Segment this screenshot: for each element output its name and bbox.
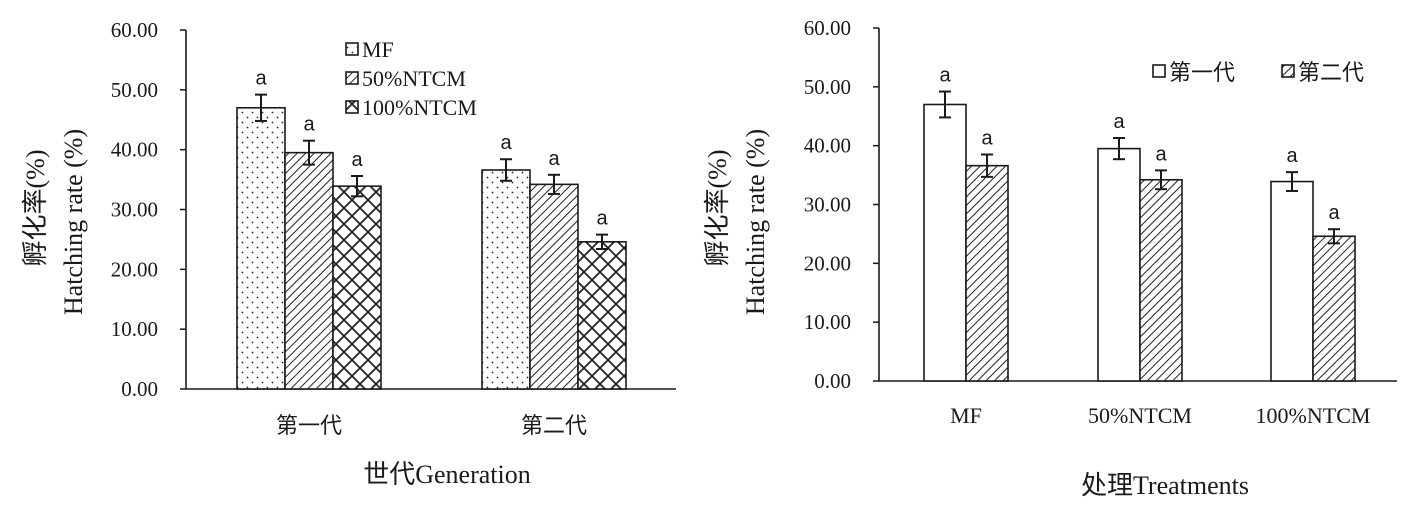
bars: a a a a a a	[923, 65, 1356, 382]
significance-label: a	[1286, 145, 1298, 167]
legend: 第一代 第二代	[1152, 60, 1364, 85]
y-tick-label: 30.00	[111, 198, 158, 222]
y-axis-title-cn: 孵化率(%)	[703, 150, 732, 267]
chart-by-treatment: 孵化率(%) Hatching rate (%) 0.00 10.00 20.00 3…	[703, 16, 1397, 500]
y-tick-label: 20.00	[111, 257, 158, 281]
legend-item-gen2: 第二代	[1281, 60, 1364, 85]
bar	[481, 169, 531, 390]
significance-label: a	[548, 148, 560, 170]
x-category-label-1: 第一代	[276, 413, 342, 438]
significance-label: a	[351, 149, 363, 171]
error-bar	[303, 139, 315, 166]
y-axis-title-en: Hatching rate (%)	[59, 129, 88, 315]
legend-swatch-50ntcm	[345, 71, 359, 85]
bar	[923, 103, 967, 382]
y-tick-label: 40.00	[804, 134, 851, 158]
x-axis-title: 世代Generation	[363, 460, 531, 489]
bar	[284, 151, 334, 390]
error-bar	[981, 153, 993, 178]
legend-item-gen1: 第一代	[1152, 60, 1235, 85]
bars: a a a a a a	[236, 68, 627, 390]
legend-item-mf: MF	[345, 37, 394, 62]
bar	[236, 106, 286, 390]
y-tick-label: 0.00	[121, 377, 158, 401]
error-bar	[1328, 228, 1340, 245]
legend-item-100ntcm: 100%NTCM	[345, 95, 477, 120]
legend-label-mf: MF	[362, 37, 394, 62]
error-bar	[548, 173, 560, 195]
significance-label: a	[500, 132, 512, 154]
error-bar	[1155, 169, 1167, 191]
error-bar	[1286, 171, 1298, 192]
bar	[1312, 235, 1356, 382]
significance-label: a	[939, 65, 951, 87]
legend-swatch-gen1	[1152, 64, 1166, 78]
legend-label-gen1: 第一代	[1169, 60, 1235, 85]
legend-item-50ntcm: 50%NTCM	[345, 66, 466, 91]
significance-label: a	[981, 127, 993, 149]
y-tick-label: 10.00	[111, 317, 158, 341]
significance-label: a	[596, 208, 608, 230]
y-axis-ticks: 0.00 10.00 20.00 30.00 40.00 50.00 60.00	[111, 18, 186, 401]
significance-label: a	[1328, 202, 1340, 224]
legend-label-100ntcm: 100%NTCM	[362, 95, 477, 120]
y-axis-title-en: Hatching rate (%)	[741, 129, 770, 315]
error-bar	[351, 174, 363, 198]
bar	[1270, 180, 1314, 382]
bar	[577, 241, 627, 390]
y-tick-label: 50.00	[111, 78, 158, 102]
error-bar	[939, 90, 951, 119]
significance-label: a	[1113, 111, 1125, 133]
y-tick-label: 30.00	[804, 193, 851, 217]
bar	[1097, 147, 1141, 382]
y-tick-label: 40.00	[111, 138, 158, 162]
bar	[1139, 178, 1183, 382]
error-bar	[1113, 137, 1125, 161]
bar	[529, 183, 579, 390]
y-axis-title-cn: 孵化率(%)	[21, 150, 50, 267]
legend-swatch-mf	[345, 42, 359, 56]
significance-label: a	[255, 68, 267, 90]
y-axis-title: 孵化率(%)	[703, 150, 732, 267]
error-bar	[596, 233, 608, 250]
y-tick-label: 10.00	[804, 310, 851, 334]
bar	[965, 164, 1009, 382]
x-category-label-1: MF	[950, 403, 982, 428]
legend-swatch-gen2	[1281, 64, 1295, 78]
error-bar	[255, 93, 267, 122]
y-axis-title-en-group: Hatching rate (%)	[59, 129, 88, 315]
x-category-label-2: 第二代	[521, 413, 587, 438]
y-tick-label: 60.00	[804, 16, 851, 40]
legend: MF 50%NTCM 100%NTCM	[345, 37, 477, 120]
y-tick-label: 20.00	[804, 251, 851, 275]
legend-label-50ntcm: 50%NTCM	[362, 66, 466, 91]
significance-label: a	[303, 114, 315, 136]
error-bar	[500, 158, 512, 182]
legend-swatch-100ntcm	[345, 100, 359, 114]
bar	[332, 185, 382, 390]
x-category-label-2: 50%NTCM	[1088, 403, 1192, 428]
significance-label: a	[1155, 143, 1167, 165]
y-tick-label: 60.00	[111, 18, 158, 42]
y-axis-title: 孵化率(%)	[21, 150, 50, 267]
y-axis-title-en-group: Hatching rate (%)	[741, 129, 770, 315]
y-axis-ticks: 0.00 10.00 20.00 30.00 40.00 50.00 60.00	[804, 16, 879, 393]
y-tick-label: 0.00	[814, 369, 851, 393]
chart-by-generation: 孵化率(%) Hatching rate (%) 0.00 10.00 20.00 3…	[21, 18, 676, 489]
legend-label-gen2: 第二代	[1298, 60, 1364, 85]
y-tick-label: 50.00	[804, 75, 851, 99]
x-category-label-3: 100%NTCM	[1256, 403, 1371, 428]
x-axis-title: 处理Treatments	[1081, 471, 1249, 500]
